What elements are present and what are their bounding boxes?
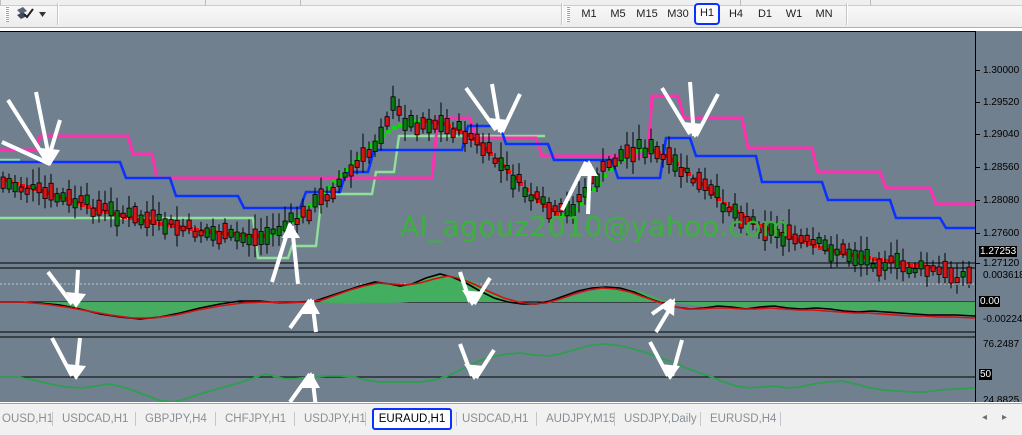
timeframe-h1[interactable]: H1 (694, 3, 720, 25)
timeframe-w1[interactable]: W1 (785, 8, 803, 20)
price-axis[interactable]: 1.30000 1.29520 1.29040 1.28560 1.28080 … (975, 31, 1022, 413)
annotation-arrows (1, 81, 720, 409)
tab-separator (536, 412, 537, 426)
top-toolbar: M1 M5 M15 M30 H1 H4 D1 W1 MN (0, 0, 1022, 28)
timeframe-h4[interactable]: H4 (728, 8, 744, 20)
timeframe-m1[interactable]: M1 (581, 8, 597, 20)
tab-gbpjpy-h4[interactable]: GBPJPY,H4 (145, 413, 207, 425)
toolbar-divider (57, 3, 59, 25)
indicators-icon[interactable] (14, 5, 48, 23)
timeframe-m30[interactable]: M30 (667, 8, 689, 20)
rsi-level-label: 50 (979, 369, 993, 380)
tab-separator (215, 412, 216, 426)
tab-scroll-left-button[interactable]: ◂ (982, 412, 988, 423)
toolbar-seam (870, 0, 1022, 6)
tab-separator (614, 412, 615, 426)
price-tick: 1.28560 (983, 162, 1020, 173)
price-tick: 1.29520 (983, 97, 1020, 108)
tab-chfjpy-h1[interactable]: CHFJPY,H1 (225, 413, 287, 425)
chart-window: Al_agouz2010@yahoo.com (0, 28, 1022, 434)
rsi-tick-min: 24.8825 (983, 395, 1020, 406)
price-tick: 1.27600 (983, 228, 1020, 239)
toolbar-divider (846, 3, 848, 25)
macd-tick-max: 0.003618 (983, 270, 1022, 281)
tab-usdcad-h1-2[interactable]: USDCAD,H1 (462, 413, 529, 425)
toolbar-seam (205, 0, 302, 6)
timeframe-m15[interactable]: M15 (636, 8, 658, 20)
tab-audjpy-m15[interactable]: AUDJPY,M15 (546, 413, 616, 425)
timeframe-grip[interactable] (566, 6, 570, 22)
toolbar-divider (561, 3, 563, 25)
tab-usdcad-h1[interactable]: USDCAD,H1 (62, 413, 129, 425)
timeframe-d1[interactable]: D1 (757, 8, 773, 20)
tab-scroll-right-button[interactable]: ▸ (1002, 412, 1008, 423)
price-tick: 1.27120 (983, 258, 1020, 269)
chart-graphics (0, 85, 975, 403)
chevron-down-icon (39, 12, 46, 17)
price-tick: 1.30000 (983, 65, 1020, 76)
current-price-label: 1.27253 (979, 246, 1018, 257)
macd-zero-label: 0.00 (979, 296, 1001, 307)
tab-euraud-h1[interactable]: EURAUD,H1 (372, 408, 452, 430)
tab-separator (294, 412, 295, 426)
macd-tick-min: -0.00224 (983, 314, 1022, 325)
timeframe-mn[interactable]: MN (815, 8, 833, 20)
tab-separator (456, 412, 457, 426)
price-tick: 1.28080 (983, 195, 1020, 206)
toolbar-grip[interactable] (5, 6, 9, 22)
tab-separator (135, 412, 136, 426)
tab-usdjpy-h1[interactable]: USDJPY,H1 (304, 413, 366, 425)
chart-watermark: Al_agouz2010@yahoo.com (400, 210, 790, 243)
tab-usdjpy-daily[interactable]: USDJPY,Daily (624, 413, 697, 425)
tab-separator (52, 412, 53, 426)
tab-separator (365, 412, 366, 426)
chart-plot-area[interactable]: Al_agouz2010@yahoo.com (0, 31, 975, 414)
price-tick: 1.29040 (983, 129, 1020, 140)
tab-eurusd-h4[interactable]: EURUSD,H4 (710, 413, 777, 425)
chart-tab-bar: OUSD,H1 USDCAD,H1 GBPJPY,H4 CHFJPY,H1 US… (0, 402, 1022, 435)
rsi-tick-max: 76.2487 (983, 339, 1020, 350)
tab-separator (700, 412, 701, 426)
tab-separator (780, 412, 781, 426)
tab-ousd-h1[interactable]: OUSD,H1 (2, 413, 54, 425)
timeframe-m5[interactable]: M5 (610, 8, 626, 20)
